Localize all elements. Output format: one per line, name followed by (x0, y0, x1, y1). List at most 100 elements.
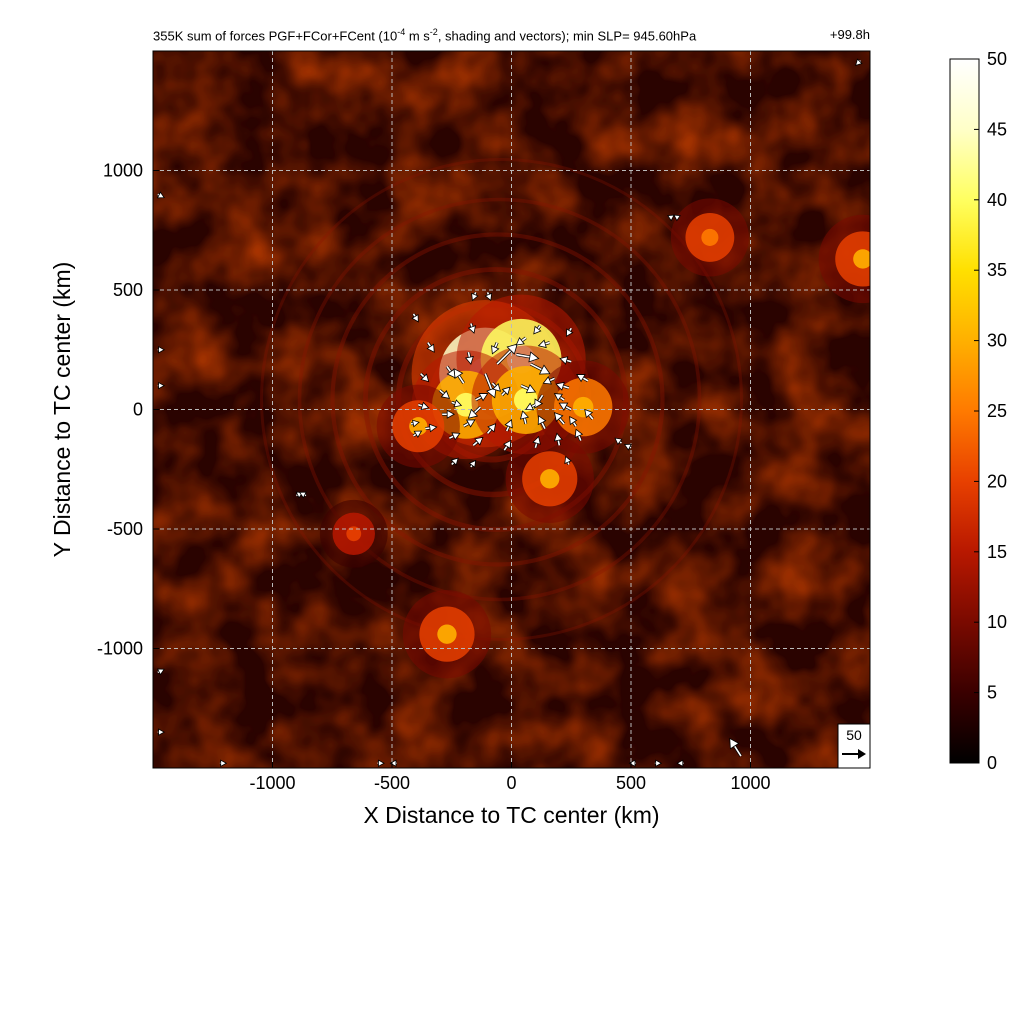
force-vector (584, 408, 594, 421)
force-vector (389, 759, 397, 767)
swirl-ring (330, 232, 665, 567)
y-tick-label: 500 (113, 280, 143, 300)
force-vector (412, 430, 423, 439)
force-vector (219, 759, 228, 767)
force-vector (667, 214, 675, 222)
vector-head (426, 343, 435, 353)
vector-head (566, 328, 574, 337)
vector-shaft (557, 440, 561, 446)
force-vector (410, 419, 420, 428)
force-vector (516, 351, 540, 363)
force-vector (500, 386, 511, 397)
vector-head (542, 376, 552, 385)
force-vector (555, 381, 570, 391)
vector-shaft (558, 417, 565, 425)
vector-shaft (486, 428, 492, 434)
force-vector (442, 409, 456, 419)
colorbar-tick-label: 5 (987, 683, 997, 703)
vector-shaft (530, 363, 543, 371)
vector-head (158, 345, 166, 354)
swirl-ring (260, 158, 743, 641)
force-vector (445, 365, 456, 379)
force-vector (438, 389, 451, 399)
vector-shaft (521, 337, 527, 342)
vector-shaft (582, 377, 589, 382)
force-vector (553, 432, 563, 446)
x-tick-label: 500 (616, 773, 646, 793)
vector-head (655, 759, 663, 767)
vector-shaft (541, 422, 546, 429)
vector-head (676, 759, 684, 767)
force-vector (504, 419, 513, 432)
force-vector (542, 376, 556, 385)
hotspot (835, 231, 870, 287)
force-vector (623, 443, 632, 451)
colorbar-tick-label: 0 (987, 753, 997, 773)
vector-shaft (420, 373, 425, 378)
vector-head (538, 364, 551, 375)
force-vector (468, 459, 477, 468)
force-vector (472, 436, 484, 447)
vector-head (534, 398, 544, 409)
vector-shaft (451, 461, 455, 466)
colorbar: 0 5 10 15 20 25 30 35 40 45 50 (949, 49, 1007, 773)
vector-shaft (538, 394, 544, 402)
force-vector (569, 415, 578, 428)
force-vector (483, 373, 497, 399)
vector-head (569, 415, 578, 426)
vector-head (519, 410, 530, 420)
vector-shaft (475, 396, 482, 401)
vector-shaft (562, 385, 570, 389)
vector-shaft (449, 435, 454, 439)
vector-shaft (458, 375, 465, 384)
vector-shaft (486, 292, 490, 295)
vector-shaft (565, 405, 572, 411)
force-vector (515, 336, 527, 346)
vector-head (574, 428, 584, 439)
vector-head (487, 423, 497, 433)
vector-shaft (467, 351, 471, 358)
force-vector (426, 341, 435, 353)
force-vector (496, 343, 518, 366)
force-vector (156, 191, 165, 199)
hotspot-core (437, 624, 457, 644)
force-vector (464, 351, 474, 365)
vector-head (420, 373, 430, 383)
vector-head (486, 386, 497, 399)
force-vector (471, 291, 479, 302)
vector-shaft (446, 366, 452, 373)
vector-shaft (531, 404, 536, 408)
colorbar-tick-label: 15 (987, 542, 1007, 562)
vector-head (467, 325, 476, 334)
vector-head (491, 345, 500, 355)
vector-shaft (578, 435, 582, 441)
vector-head (158, 381, 166, 390)
field-layer (153, 51, 870, 768)
force-vector (462, 419, 476, 428)
force-vector (519, 410, 530, 425)
vector-head (628, 759, 636, 767)
hotspot-core (853, 249, 870, 269)
vector-head (673, 214, 681, 222)
vector-head (428, 423, 438, 433)
vector-head (506, 343, 518, 355)
colorbar-tick-label: 20 (987, 471, 1007, 491)
chart-title: 355K sum of forces PGF+FCor+FCent (10-4 … (153, 27, 696, 43)
force-vector (157, 345, 166, 354)
vector-head (468, 459, 477, 468)
force-vector (467, 322, 476, 334)
vector-head (501, 386, 511, 396)
force-vector (532, 435, 541, 449)
vector-head (156, 668, 165, 676)
vector-shaft (559, 396, 565, 401)
vector-head (558, 402, 569, 411)
vector-shaft (503, 445, 508, 451)
title-part-pre: 355K sum of forces PGF+FCor+FCent (10 (153, 28, 398, 44)
reference-vector-head (858, 749, 866, 759)
force-vector (533, 324, 542, 335)
vector-head (537, 339, 547, 349)
vector-head (623, 443, 632, 451)
force-vector (574, 428, 584, 442)
vector-head (471, 292, 479, 302)
